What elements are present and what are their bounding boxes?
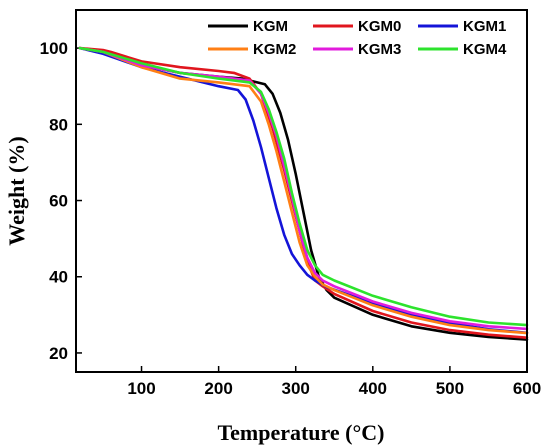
plot-frame: [75, 9, 528, 373]
x-tick-label: 200: [204, 379, 232, 398]
y-axis-title: Weight (%): [4, 136, 29, 245]
tick-labels: 100 200 300 400 500 600 20 40 60 80 100: [40, 39, 542, 398]
legend-label-kgm: KGM: [253, 18, 288, 35]
y-tick-label: 40: [49, 268, 68, 287]
x-tick-label: 400: [359, 379, 387, 398]
series-line-kgm0: [78, 46, 529, 340]
series-line-kgm3: [78, 46, 529, 331]
y-tick-label: 80: [49, 115, 68, 134]
y-tick-label: 100: [40, 39, 68, 58]
legend-label-kgm3: KGM3: [358, 41, 401, 58]
y-tick-label: 60: [49, 192, 68, 211]
legend-label-kgm1: KGM1: [463, 18, 506, 35]
series-line-kgm4: [78, 46, 529, 327]
x-tick-label: 500: [436, 379, 464, 398]
series-lines: [78, 46, 529, 341]
x-tick-label: 300: [282, 379, 310, 398]
x-tick-label: 600: [513, 379, 541, 398]
legend-label-kgm4: KGM4: [463, 41, 507, 58]
legend-label-kgm0: KGM0: [358, 18, 401, 35]
legend-label-kgm2: KGM2: [253, 41, 296, 58]
x-axis-title: Temperature (°C): [217, 420, 384, 445]
series-line-kgm1: [78, 46, 529, 335]
x-tick-label: 100: [127, 379, 155, 398]
series-line-kgm2: [78, 46, 529, 335]
series-line-kgm: [78, 46, 529, 341]
legend: KGM KGM0 KGM1 KGM2 KGM3 KGM4: [208, 18, 507, 58]
y-tick-label: 20: [49, 344, 68, 363]
